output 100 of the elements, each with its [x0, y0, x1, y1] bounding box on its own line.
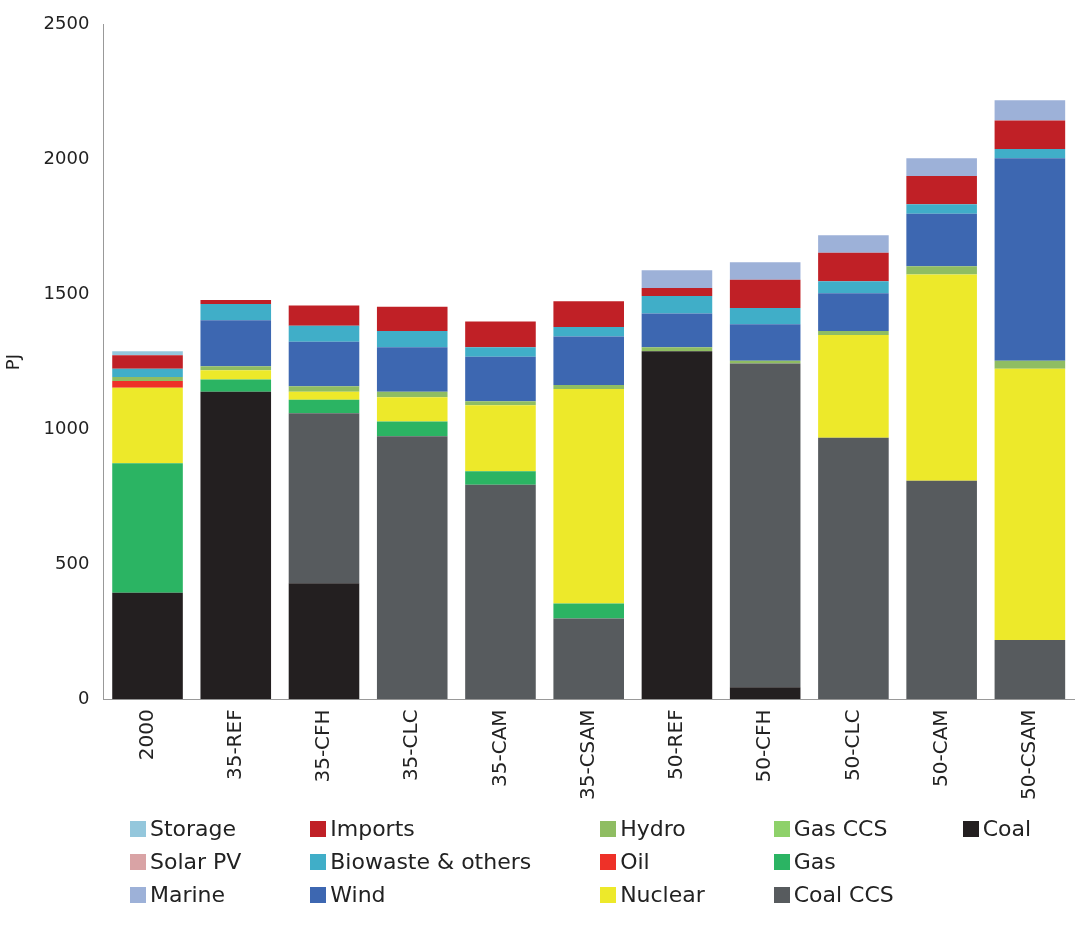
- bar: [112, 463, 183, 593]
- bar: [729, 279, 801, 309]
- bar: [200, 370, 272, 380]
- bar: [112, 380, 183, 388]
- bar: [818, 235, 889, 253]
- x-tick-label: 35-CFH: [310, 709, 335, 783]
- bar: [553, 603, 624, 619]
- x-tick-label: 35-REF: [221, 709, 246, 781]
- bar: [906, 274, 977, 481]
- legend-label: Hydro: [620, 816, 686, 841]
- bar: [641, 347, 713, 352]
- bar: [641, 351, 713, 700]
- bar: [376, 421, 448, 437]
- bar: [818, 437, 889, 700]
- y-tick-label: 2500: [43, 12, 90, 34]
- bar: [288, 391, 360, 400]
- bar: [641, 313, 713, 348]
- legend-label: Gas CCS: [793, 816, 888, 841]
- bar: [906, 480, 977, 700]
- bar: [818, 281, 889, 294]
- bar: [729, 363, 801, 688]
- x-tick-label: 50-CSAM: [1016, 709, 1041, 801]
- bar: [906, 175, 977, 205]
- bar: [200, 379, 272, 392]
- bar: [641, 270, 713, 288]
- bar: [112, 592, 183, 700]
- bar: [200, 304, 272, 321]
- bar: [994, 368, 1066, 640]
- legend-label: Wind: [330, 882, 386, 907]
- x-tick-label: 50-CAM: [927, 709, 952, 787]
- bar: [376, 397, 448, 422]
- bar: [288, 325, 360, 342]
- bar: [200, 391, 272, 700]
- bar: [818, 252, 889, 282]
- bar: [112, 355, 183, 369]
- legend-label: Storage: [150, 816, 237, 841]
- bar: [465, 471, 536, 485]
- legend-label: Marine: [150, 882, 226, 907]
- legend-label: Gas: [793, 849, 836, 874]
- y-tick-label: 0: [77, 687, 90, 709]
- legend-label: Solar PV: [150, 849, 242, 874]
- bar: [994, 120, 1066, 149]
- bar: [112, 368, 183, 377]
- bar: [818, 335, 889, 438]
- bar: [200, 320, 272, 367]
- x-tick-label: 35-CLC: [398, 709, 423, 782]
- x-tick-label: 2000: [133, 709, 158, 761]
- bar: [288, 341, 360, 387]
- bar: [994, 148, 1066, 159]
- bar: [288, 413, 360, 584]
- bar: [906, 213, 977, 267]
- y-axis-title: PJ: [2, 354, 24, 371]
- bar: [112, 351, 183, 356]
- bar: [729, 324, 801, 361]
- x-tick-label: 50-REF: [663, 709, 688, 781]
- bar: [200, 366, 272, 371]
- bar: [994, 640, 1066, 700]
- y-tick-label: 1500: [43, 282, 90, 304]
- bar: [376, 436, 448, 700]
- bar: [465, 401, 536, 406]
- bar: [288, 305, 360, 326]
- bar: [729, 687, 801, 700]
- bar: [906, 204, 977, 214]
- bar: [729, 308, 801, 325]
- bar: [994, 100, 1066, 121]
- y-tick-label: 2000: [43, 147, 90, 169]
- bar: [553, 301, 624, 328]
- bar: [112, 376, 183, 381]
- bar: [818, 331, 889, 336]
- bar: [288, 583, 360, 700]
- x-tick-label: 50-CLC: [839, 709, 864, 782]
- bar: [553, 385, 624, 390]
- bar: [376, 347, 448, 392]
- bar: [200, 300, 272, 305]
- bar: [376, 306, 448, 332]
- legend-label: Biowaste & others: [330, 849, 532, 874]
- bar: [553, 336, 624, 386]
- bar: [994, 158, 1066, 361]
- bar: [906, 158, 977, 176]
- bar: [553, 389, 624, 604]
- bar: [553, 327, 624, 337]
- x-tick-label: 50-CFH: [751, 709, 776, 783]
- bar: [729, 262, 801, 280]
- bar: [465, 321, 536, 348]
- x-tick-label: 35-CSAM: [574, 709, 599, 801]
- y-tick-label: 1000: [43, 417, 90, 439]
- bar: [994, 360, 1066, 369]
- legend-label: Imports: [330, 816, 415, 841]
- y-tick-label: 500: [55, 552, 90, 574]
- bar: [288, 399, 360, 414]
- bar: [906, 266, 977, 275]
- legend-label: Oil: [620, 849, 650, 874]
- bar: [553, 618, 624, 700]
- bar: [288, 386, 360, 392]
- bar: [465, 356, 536, 402]
- bar: [112, 387, 183, 464]
- legend-label: Nuclear: [620, 882, 705, 907]
- bar: [641, 287, 713, 296]
- bar: [465, 405, 536, 472]
- bar: [641, 295, 713, 314]
